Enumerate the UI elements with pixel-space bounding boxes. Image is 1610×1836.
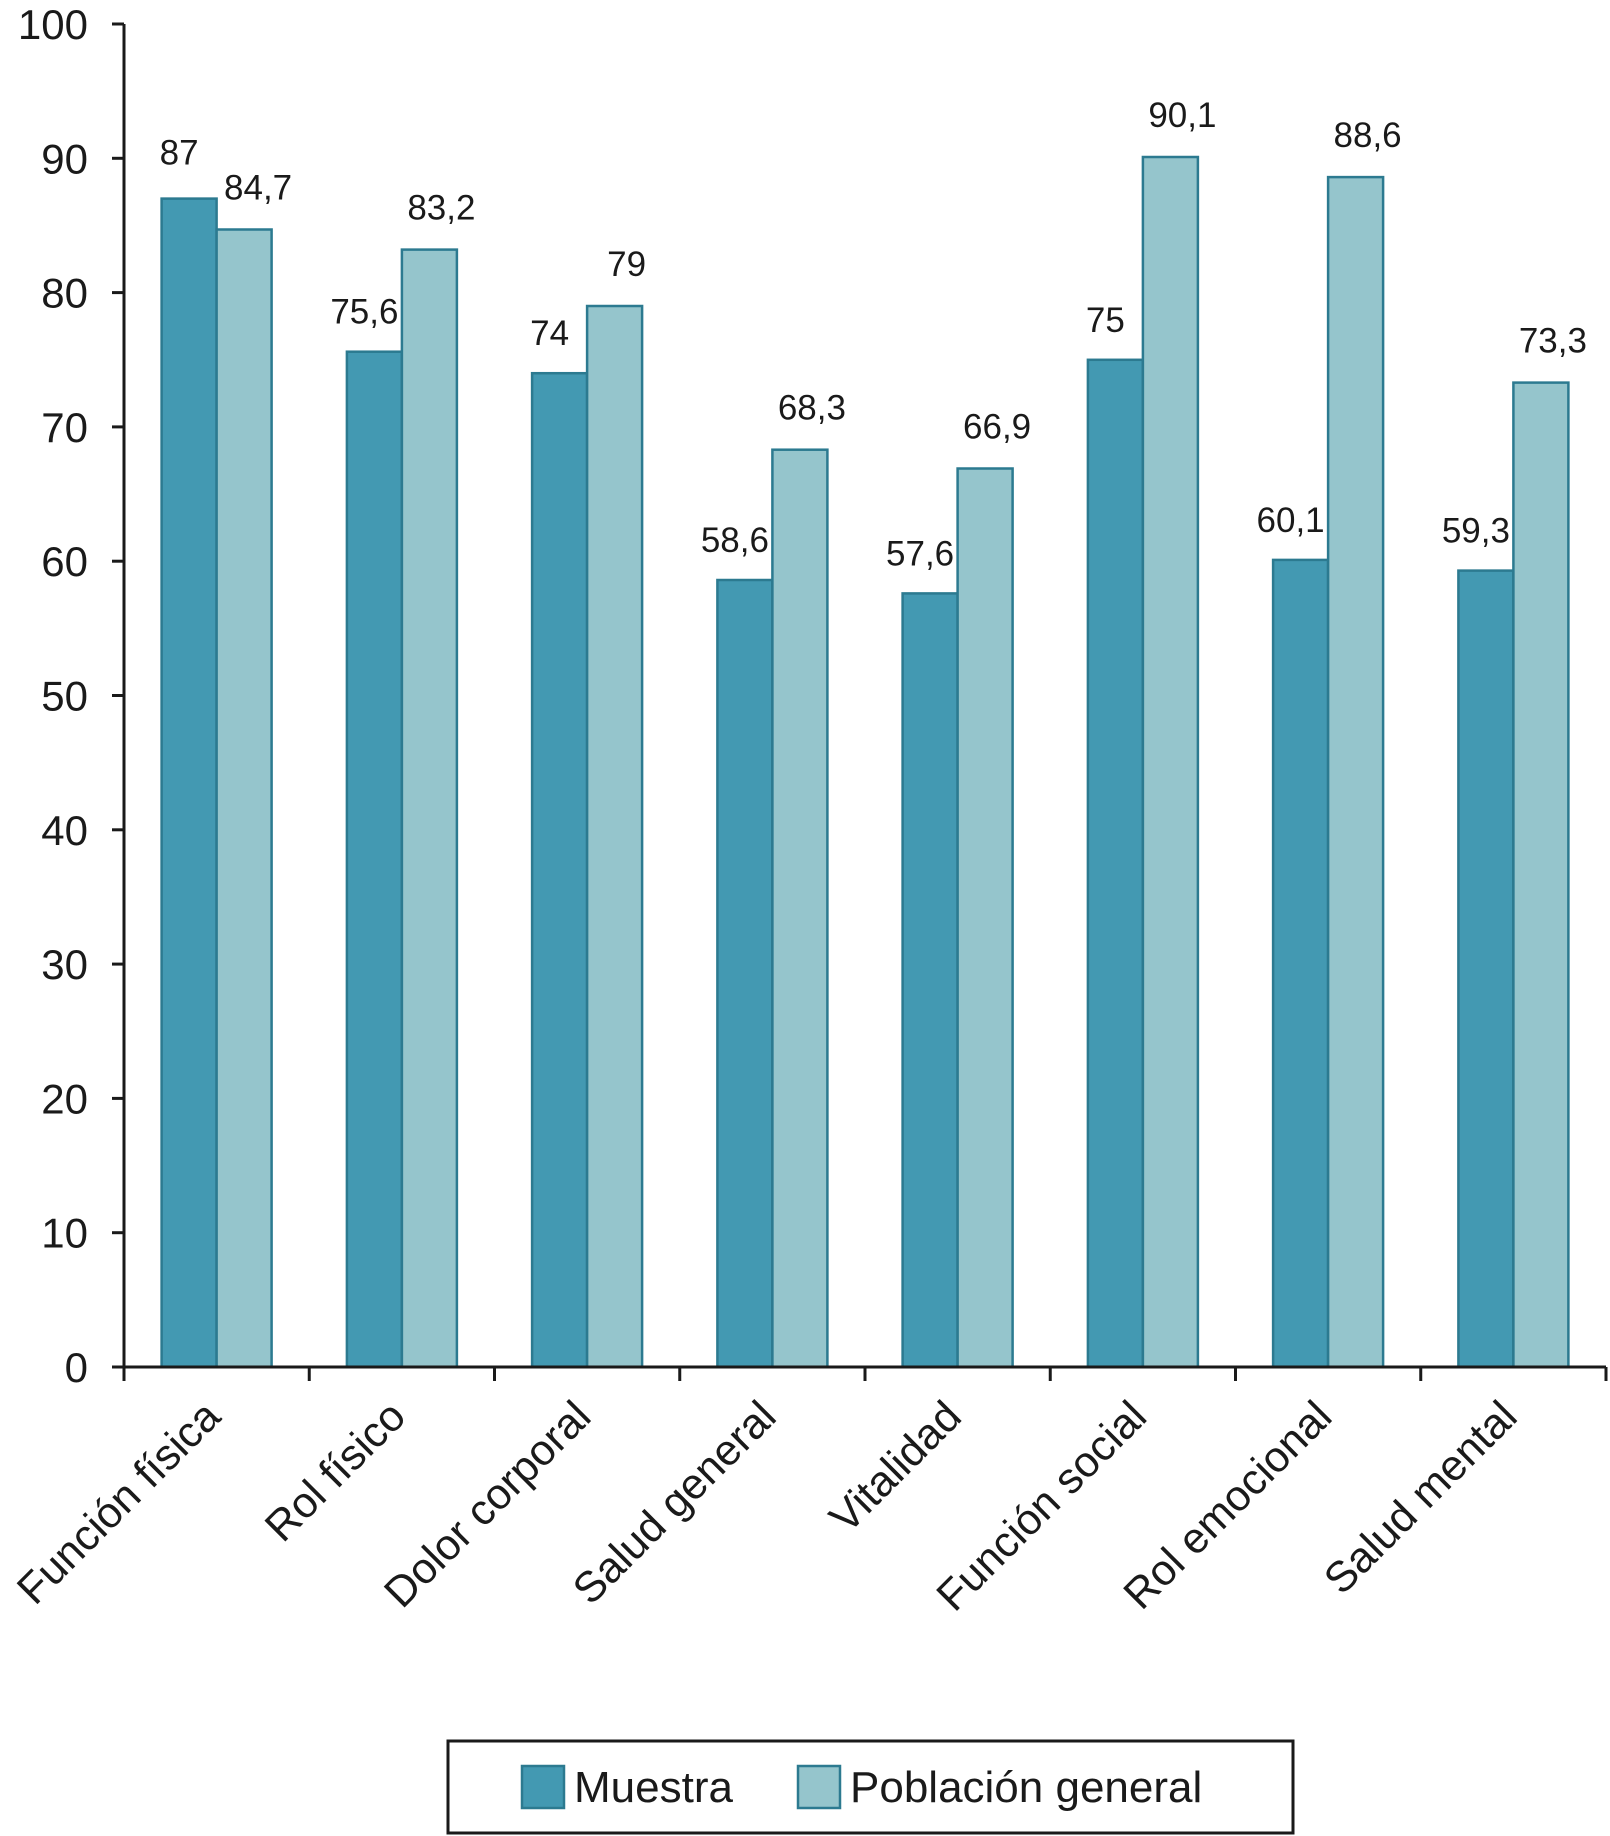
- category-label-5: Vitalidad: [821, 1392, 971, 1542]
- legend-label-muestra: Muestra: [574, 1763, 733, 1812]
- bar-poblacion-general-2: [400, 248, 459, 1369]
- data-label-muestra-1: 87: [160, 134, 199, 173]
- bar-poblacion-general-6: [1141, 155, 1200, 1369]
- bar-muestra-7: [1271, 558, 1330, 1369]
- data-label-muestra-8: 59,3: [1442, 512, 1510, 551]
- bar-muestra-4: [716, 578, 774, 1369]
- category-label-1: Función física: [8, 1392, 230, 1614]
- data-label-poblacion-general-6: 90,1: [1148, 96, 1216, 135]
- legend-box: [446, 1739, 1295, 1835]
- bar-poblacion-general-4: [771, 448, 829, 1369]
- bar-poblacion-general-1: [215, 228, 273, 1369]
- y-tick-label-40: 40: [41, 807, 88, 854]
- y-tick-label-20: 20: [41, 1075, 88, 1122]
- bar-poblacion-general-5: [956, 467, 1014, 1369]
- data-label-poblacion-general-7: 88,6: [1334, 116, 1402, 155]
- y-tick-label-30: 30: [41, 941, 88, 988]
- legend-label-poblacion-general: Población general: [850, 1763, 1202, 1812]
- bar-muestra-5: [901, 592, 959, 1369]
- bar-muestra-3: [530, 371, 589, 1369]
- y-tick-label-10: 10: [41, 1210, 88, 1257]
- bar-poblacion-general-8: [1512, 381, 1570, 1369]
- category-label-8: Salud mental: [1315, 1392, 1526, 1603]
- data-label-muestra-3: 74: [530, 314, 569, 353]
- data-label-muestra-2: 75,6: [330, 293, 398, 332]
- bar-muestra-2: [345, 350, 404, 1369]
- bar-muestra-1: [160, 197, 218, 1369]
- data-label-muestra-5: 57,6: [886, 534, 954, 573]
- data-label-muestra-7: 60,1: [1257, 501, 1325, 540]
- y-tick-label-60: 60: [41, 538, 88, 585]
- bar-muestra-8: [1457, 569, 1515, 1369]
- data-label-poblacion-general-1: 84,7: [224, 169, 292, 208]
- y-tick-label-50: 50: [41, 673, 88, 720]
- data-labels-layer: 87 84,7 75,6 83,2 74 79 58,6 68,3 57,6 66,9 75 90,1…: [160, 96, 1587, 573]
- data-label-poblacion-general-2: 83,2: [407, 189, 475, 228]
- category-label-2: Rol físico: [256, 1392, 415, 1551]
- data-label-muestra-4: 58,6: [701, 521, 769, 560]
- y-tick-label-0: 0: [65, 1344, 88, 1391]
- legend-swatch-muestra: [520, 1764, 566, 1810]
- data-label-poblacion-general-3: 79: [607, 245, 646, 284]
- bars-layer: [160, 155, 1570, 1369]
- y-tick-label-90: 90: [41, 135, 88, 182]
- legend-swatch-poblacion-general: [796, 1764, 842, 1810]
- bar-muestra-6: [1086, 358, 1145, 1369]
- axes-layer: 0 10 20 30 40 50 60 70 80 90 100: [18, 1, 1608, 1391]
- y-tick-label-70: 70: [41, 404, 88, 451]
- data-label-poblacion-general-5: 66,9: [963, 408, 1031, 447]
- data-label-poblacion-general-4: 68,3: [778, 389, 846, 428]
- y-tick-label-100: 100: [18, 1, 88, 48]
- data-label-poblacion-general-8: 73,3: [1519, 322, 1587, 361]
- bar-poblacion-general-3: [585, 304, 644, 1369]
- y-tick-label-80: 80: [41, 270, 88, 317]
- data-label-muestra-6: 75: [1086, 301, 1125, 340]
- bar-poblacion-general-7: [1326, 175, 1385, 1369]
- legend: Muestra Población general: [446, 1739, 1295, 1835]
